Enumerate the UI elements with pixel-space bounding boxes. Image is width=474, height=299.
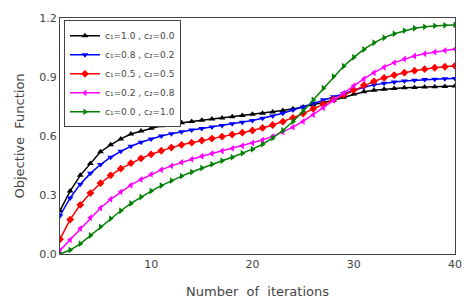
- svg-text:c₁=1.0 , c₂=0.0: c₁=1.0 , c₂=0.0: [105, 31, 175, 41]
- svg-text:10: 10: [144, 258, 158, 271]
- svg-text:Objective Function: Objective Function: [12, 73, 27, 198]
- svg-text:c₁=0.5 , c₂=0.5: c₁=0.5 , c₂=0.5: [105, 69, 174, 79]
- svg-text:0.9: 0.9: [39, 71, 57, 84]
- svg-text:c₁=0.0 , c₂=1.0: c₁=0.0 , c₂=1.0: [105, 107, 175, 117]
- svg-text:c₁=0.2 , c₂=0.8: c₁=0.2 , c₂=0.8: [105, 88, 175, 98]
- svg-text:30: 30: [347, 258, 361, 271]
- svg-text:Number of iterations: Number of iterations: [186, 284, 329, 299]
- svg-text:0.3: 0.3: [39, 189, 57, 202]
- svg-text:0.0: 0.0: [39, 248, 57, 261]
- svg-text:40: 40: [448, 258, 462, 271]
- svg-text:0.6: 0.6: [39, 130, 57, 143]
- svg-text:c₁=0.8 , c₂=0.2: c₁=0.8 , c₂=0.2: [105, 50, 174, 60]
- svg-text:1.2: 1.2: [39, 12, 57, 25]
- svg-text:20: 20: [245, 258, 259, 271]
